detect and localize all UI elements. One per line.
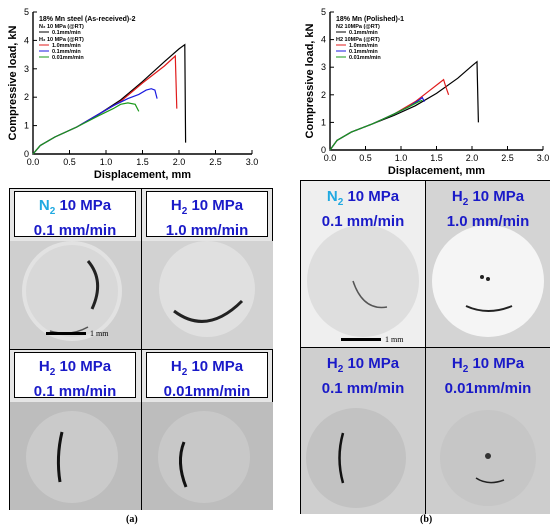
- legend-heading-n2: N₂ 10 MPa (@RT): [39, 24, 84, 30]
- series-line: [32, 43, 187, 155]
- legend-item: 0.01mm/min: [52, 55, 84, 61]
- legend-item: 0.1mm/min: [52, 49, 81, 55]
- micrograph-a-2: [142, 241, 273, 349]
- legend-heading-h2: H₂ 10 MPa (@RT): [39, 37, 84, 43]
- legend-item: 1.0mm/min: [52, 43, 81, 49]
- micrograph-label-b-3: H2 10 MPa 0.1 mm/min: [321, 355, 405, 397]
- micrograph-label-b-2: H2 10 MPa 1.0 mm/min: [446, 188, 530, 230]
- x-tick-label: 2.5: [209, 157, 222, 167]
- x-tick-label: 3.0: [246, 157, 259, 167]
- y-tick-label: 3: [24, 64, 29, 74]
- y-tick-label: 5: [321, 7, 326, 17]
- gas-symbol: N: [38, 197, 50, 214]
- x-axis-label: Displacement, mm: [94, 169, 191, 181]
- micrograph-cell-b-3: H2 10 MPa 0.1 mm/min: [301, 347, 425, 514]
- caption-b: (b): [420, 514, 433, 525]
- x-tick-label: 1.0: [395, 153, 408, 163]
- micrograph-grid-b: N2 10 MPa 0.1 mm/min 1 mm H2 10 MPa 1.0 …: [300, 180, 550, 514]
- x-tick-label: 2.5: [501, 153, 514, 163]
- y-tick-label: 4: [321, 35, 326, 45]
- x-tick-label: 0.5: [359, 153, 372, 163]
- micrograph-label-a-4: H2 10 MPa 0.01mm/min: [146, 352, 268, 400]
- micrograph-a-4: [142, 402, 273, 510]
- legend-heading-h2: H2 10MPa (@RT): [336, 37, 380, 43]
- y-axis-label: Compressive load, kN: [304, 23, 316, 138]
- x-tick-label: 1.5: [136, 157, 149, 167]
- y-tick-label: 1: [321, 117, 326, 127]
- micrograph-b-2: [426, 181, 550, 347]
- y-tick-label: 4: [24, 35, 29, 45]
- series-line: [32, 88, 158, 155]
- micrograph-cell-b-2: H2 10 MPa 1.0 mm/min: [425, 181, 550, 347]
- x-tick-label: 3.0: [537, 153, 550, 163]
- legend-item: 0.1mm/min: [52, 30, 81, 36]
- x-tick-label: 1.0: [100, 157, 113, 167]
- micrograph-label-b-1: N2 10 MPa 0.1 mm/min: [321, 188, 405, 230]
- x-tick-label: 0.0: [324, 153, 337, 163]
- micrograph-b-4: [426, 348, 550, 514]
- series-line: [32, 102, 140, 155]
- micrograph-cell-a-2: H2 10 MPa 1.0 mm/min: [141, 189, 273, 349]
- legend-title: 18% Mn (Polished)-1: [336, 16, 404, 23]
- x-tick-label: 2.0: [173, 157, 186, 167]
- micrograph-label-b-4: H2 10 MPa 0.01mm/min: [444, 355, 532, 397]
- micrograph-label-a-2: H2 10 MPa 1.0 mm/min: [146, 191, 268, 239]
- micrograph-cell-b-1: N2 10 MPa 0.1 mm/min 1 mm: [301, 181, 425, 347]
- x-tick-label: 0.5: [63, 157, 76, 167]
- series-line: [329, 78, 450, 151]
- legend-title: 18% Mn steel (As-received)-2: [39, 16, 136, 23]
- legend-item: 0.1mm/min: [349, 30, 378, 36]
- y-tick-label: 5: [24, 7, 29, 17]
- legend-heading-n2: N2 10MPa (@RT): [336, 24, 380, 30]
- y-tick-label: 2: [24, 92, 29, 102]
- legend-item: 0.1mm/min: [349, 49, 378, 55]
- x-tick-label: 0.0: [27, 157, 40, 167]
- series-line: [329, 99, 423, 151]
- micrograph-cell-a-1: N2 10 MPa 0.1 mm/min 1 mm: [10, 189, 141, 349]
- x-axis-label: Displacement, mm: [388, 165, 485, 177]
- load-displacement-chart-b: 0.0 0.5 1.0 1.5 2.0 2.5 3.0 0 1 2 3 4 5 Displacement,…: [304, 7, 550, 177]
- micrograph-cell-a-4: H2 10 MPa 0.01mm/min: [141, 349, 273, 510]
- micrograph-cell-a-3: H2 10 MPa 0.1 mm/min: [10, 349, 141, 510]
- x-tick-label: 1.5: [430, 153, 443, 163]
- legend-item: 1.0mm/min: [349, 43, 378, 49]
- y-tick-label: 3: [321, 62, 326, 72]
- micrograph-a-3: [10, 402, 141, 510]
- y-tick-label: 1: [24, 121, 29, 131]
- micrograph-label-a-3: H2 10 MPa 0.1 mm/min: [14, 352, 136, 400]
- panel-b: 0.0 0.5 1.0 1.5 2.0 2.5 3.0 0 1 2 3 4 5 Displacement,…: [282, 0, 550, 529]
- panel-a: 0.0 0.5 1.0 1.5 2.0 2.5 3.0 0 1 2 3 4 5 Displacement,…: [0, 0, 273, 529]
- micrograph-label-a-1: N2 10 MPa 0.1 mm/min: [14, 191, 136, 239]
- scale-bar: 1 mm: [46, 329, 108, 338]
- micrograph-grid-a: N2 10 MPa 0.1 mm/min 1 mm H2 10 MPa 1.0 …: [9, 188, 273, 510]
- micrograph-b-3: [301, 348, 425, 514]
- series-line: [329, 60, 479, 151]
- x-tick-label: 2.0: [466, 153, 479, 163]
- micrograph-a-1: [10, 241, 141, 349]
- caption-a: (a): [126, 514, 138, 525]
- micrograph-cell-b-4: H2 10 MPa 0.01mm/min: [425, 347, 550, 514]
- y-tick-label: 0: [321, 145, 326, 155]
- legend-item: 0.01mm/min: [349, 55, 381, 61]
- y-tick-label: 0: [24, 149, 29, 159]
- micrograph-b-1: [301, 181, 425, 347]
- load-displacement-chart-a: 0.0 0.5 1.0 1.5 2.0 2.5 3.0 0 1 2 3 4 5 Displacement,…: [7, 7, 259, 181]
- y-tick-label: 2: [321, 90, 326, 100]
- scale-bar-b: 1 mm: [341, 335, 403, 344]
- y-axis-label: Compressive load, kN: [7, 25, 19, 140]
